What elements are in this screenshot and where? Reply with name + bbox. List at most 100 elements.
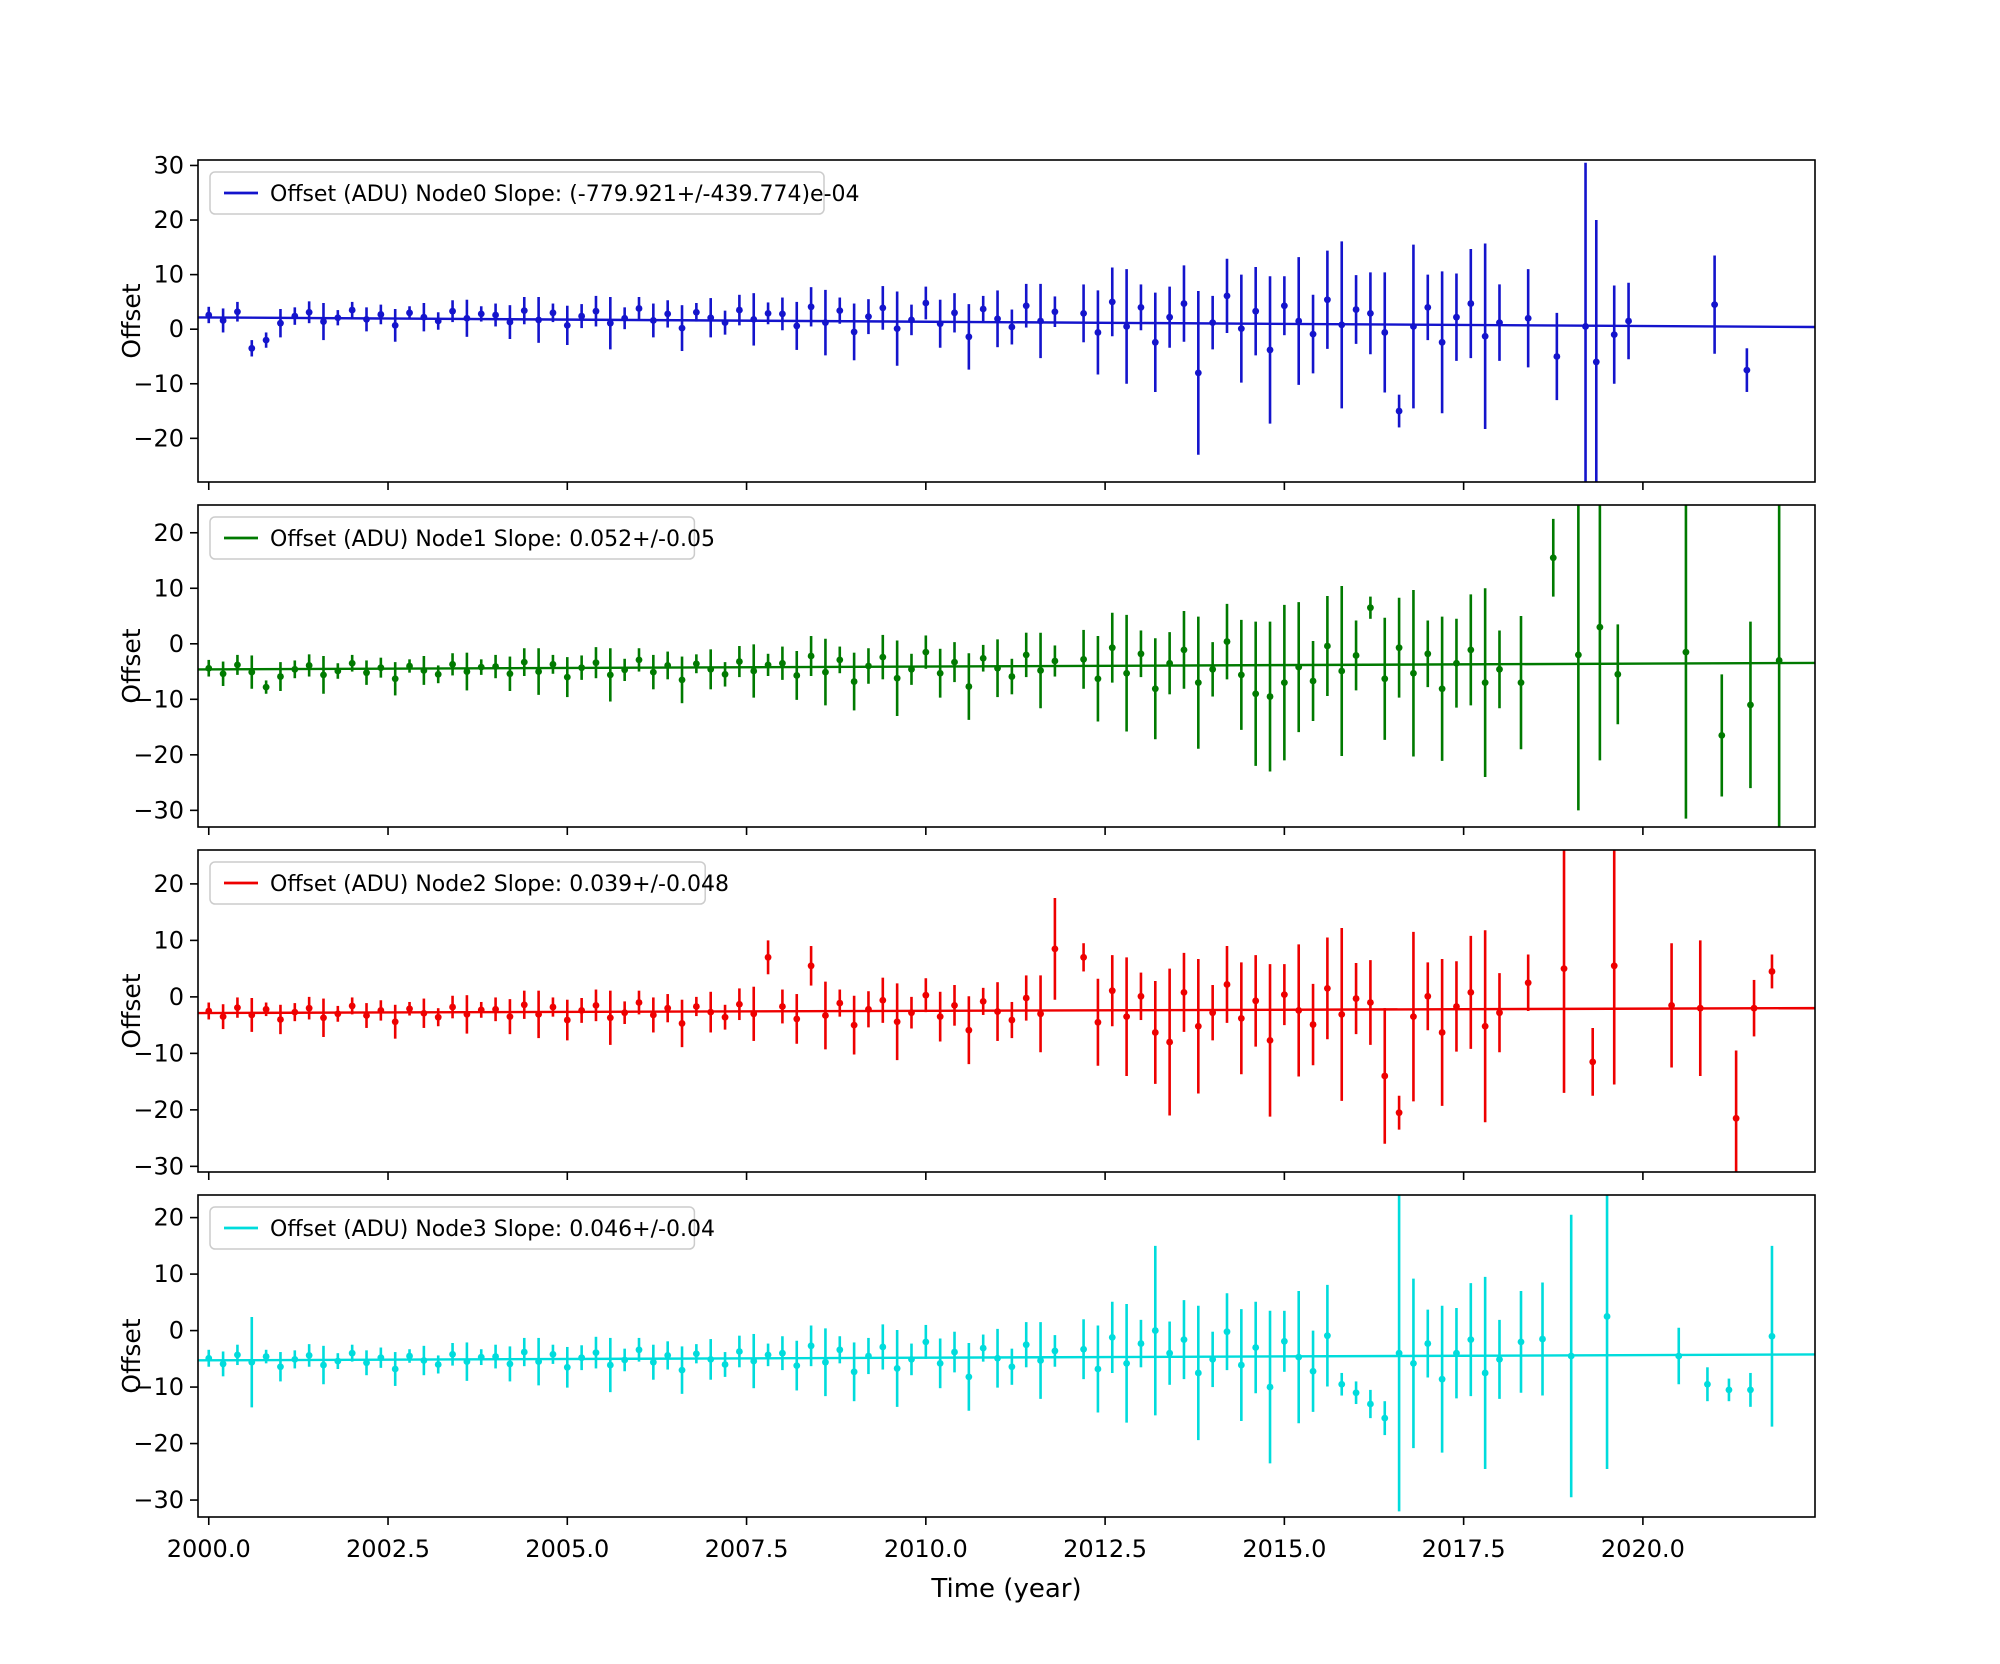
data-point xyxy=(822,319,829,327)
data-point xyxy=(836,999,844,1007)
data-point xyxy=(262,1005,270,1013)
data-point xyxy=(1123,1013,1131,1021)
data-point xyxy=(750,315,758,323)
data-point xyxy=(936,1359,944,1367)
data-point xyxy=(1775,657,1783,664)
data-point xyxy=(219,670,227,678)
data-point xyxy=(1517,1338,1525,1346)
data-point xyxy=(277,1016,284,1023)
y-tick-label: −20 xyxy=(133,1096,184,1124)
data-point xyxy=(320,318,327,325)
data-point xyxy=(291,1355,299,1363)
legend-label: Offset (ADU) Node2 Slope: 0.039+/-0.048 xyxy=(270,872,729,897)
data-point xyxy=(850,678,858,685)
data-point xyxy=(1080,953,1087,961)
panel-node3: 20 10 0 −10 −20 −30 2000.0 2002.5 2005.0 2007.5 20… xyxy=(117,1194,1816,1563)
data-point xyxy=(936,320,944,328)
data-point xyxy=(1367,604,1374,612)
data-point xyxy=(1252,307,1260,315)
data-point xyxy=(1603,1313,1611,1320)
data-point xyxy=(1151,1327,1159,1334)
data-point xyxy=(1309,1367,1317,1375)
data-point xyxy=(707,1355,715,1363)
data-point xyxy=(1037,317,1044,325)
data-point xyxy=(391,1018,399,1026)
data-point xyxy=(1338,667,1346,675)
data-point xyxy=(606,671,614,679)
data-point xyxy=(879,304,887,312)
data-point xyxy=(1180,300,1188,307)
data-point xyxy=(506,670,514,678)
data-point xyxy=(1280,302,1288,310)
data-point xyxy=(1295,1007,1303,1014)
data-point xyxy=(1338,1010,1346,1018)
data-point xyxy=(1194,1369,1202,1377)
data-point xyxy=(951,1001,958,1009)
data-point xyxy=(262,683,270,691)
data-point xyxy=(621,666,629,674)
data-point xyxy=(1137,1340,1145,1347)
data-point xyxy=(1295,663,1303,671)
data-point xyxy=(520,1001,528,1009)
data-point xyxy=(1481,1369,1489,1377)
data-point xyxy=(1610,331,1618,339)
data-point xyxy=(606,1361,614,1369)
data-point xyxy=(1352,1389,1360,1397)
data-point xyxy=(1280,1337,1288,1345)
data-point xyxy=(391,675,399,683)
data-point xyxy=(420,313,428,321)
data-point xyxy=(1610,962,1618,970)
data-point xyxy=(348,1002,356,1010)
data-point xyxy=(578,664,586,672)
data-point xyxy=(492,311,499,319)
data-point xyxy=(1725,1386,1733,1394)
data-point xyxy=(1008,1016,1016,1024)
data-point xyxy=(965,333,973,341)
data-point xyxy=(334,314,342,322)
data-point xyxy=(363,669,370,677)
data-point xyxy=(377,664,385,672)
data-point xyxy=(391,1365,399,1373)
data-point xyxy=(779,659,786,667)
data-point xyxy=(434,317,442,325)
data-point xyxy=(1410,1359,1417,1367)
data-point xyxy=(692,1350,700,1358)
data-point xyxy=(1008,1363,1016,1371)
data-point xyxy=(363,315,370,323)
data-point xyxy=(492,1353,499,1360)
legend-box xyxy=(209,861,706,905)
data-point xyxy=(1338,1380,1346,1388)
data-point xyxy=(592,307,600,315)
data-point xyxy=(549,309,557,317)
data-point xyxy=(1352,995,1360,1002)
data-point xyxy=(234,1004,241,1012)
data-point xyxy=(1180,1336,1188,1344)
data-point xyxy=(391,321,399,329)
data-point xyxy=(1481,679,1489,687)
data-point xyxy=(406,662,413,670)
data-point xyxy=(621,1009,629,1017)
data-point xyxy=(1496,319,1503,327)
data-point xyxy=(1223,981,1231,988)
y-axis-label: Offset xyxy=(117,283,146,358)
data-point xyxy=(1237,325,1245,333)
y-tick-label: 20 xyxy=(153,1204,184,1232)
data-point xyxy=(1381,1072,1389,1080)
data-point xyxy=(463,1010,471,1018)
data-point xyxy=(1410,1013,1417,1021)
data-point xyxy=(449,1350,456,1358)
data-point xyxy=(678,676,686,684)
data-point xyxy=(735,658,743,665)
axes-frame xyxy=(197,849,1816,1173)
data-point xyxy=(664,662,672,669)
legend-label: Offset (ADU) Node0 Slope: (-779.921+/-43… xyxy=(270,182,860,207)
data-point xyxy=(305,662,313,669)
data-point xyxy=(807,962,815,970)
data-point xyxy=(1051,1347,1059,1355)
data-point xyxy=(406,1005,413,1013)
data-point xyxy=(1381,675,1389,683)
data-point xyxy=(1496,1355,1503,1363)
data-point xyxy=(377,1007,385,1014)
data-point xyxy=(807,1342,815,1350)
data-point xyxy=(1022,302,1030,310)
